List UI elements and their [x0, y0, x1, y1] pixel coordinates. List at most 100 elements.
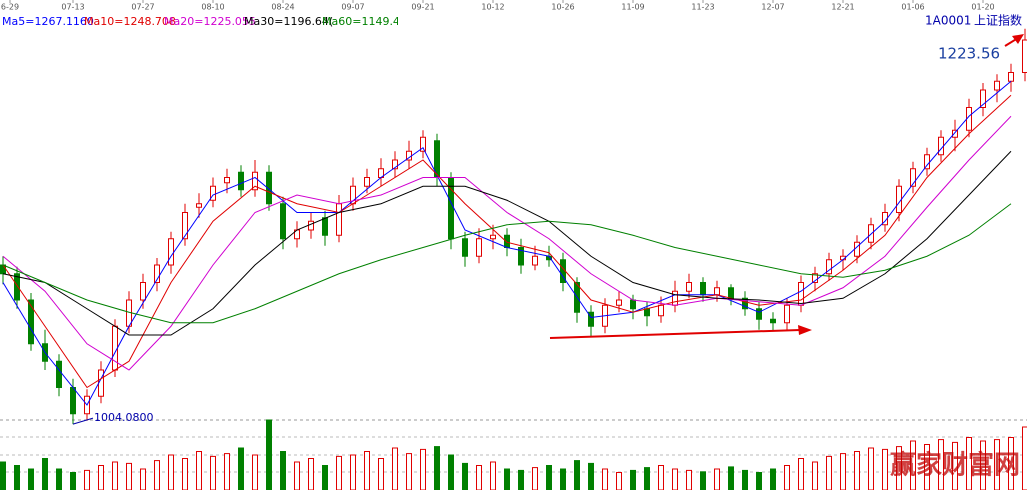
candle-body	[238, 171, 244, 191]
volume-bar	[196, 451, 202, 490]
volume-bar	[616, 472, 622, 490]
candle-body	[140, 282, 146, 301]
last-price: 1223.56	[938, 45, 1000, 63]
watermark: 赢家财富网	[890, 450, 1020, 481]
volume-bar	[728, 466, 734, 490]
volume-bar	[308, 458, 314, 490]
volume-bar	[168, 454, 174, 490]
volume-bar	[630, 469, 636, 490]
volume-bar	[350, 454, 356, 490]
ma-line	[2, 203, 1012, 324]
arrow-head	[1012, 34, 1024, 44]
volume-bar	[798, 458, 804, 490]
candle-body	[154, 264, 160, 283]
candle-body	[1008, 72, 1014, 82]
volume-bar	[364, 451, 370, 490]
x-tick-label: 01-20	[971, 3, 994, 12]
candle-body	[308, 220, 314, 231]
volume-bar	[490, 461, 496, 490]
candle-body	[210, 185, 216, 201]
volume-bar	[210, 455, 216, 490]
volume-bar	[756, 472, 762, 490]
legend-entry: Ma30=1196.64(	[244, 15, 333, 28]
candle-body	[616, 299, 622, 306]
legend: Ma5=1267.1160Ma10=1248.708Ma20=1225.055M…	[2, 15, 414, 28]
volume-bar	[966, 437, 972, 490]
volume-bar	[938, 439, 944, 490]
candle-body	[70, 387, 76, 415]
candle-body	[994, 80, 1000, 91]
volume-bar	[70, 472, 76, 490]
volume-bar	[392, 447, 398, 490]
volume-bar	[182, 458, 188, 490]
candle-body	[392, 159, 398, 170]
volume-bar	[224, 453, 230, 490]
x-tick-label: 07-13	[61, 3, 84, 12]
volume-bar	[294, 461, 300, 490]
candle-body	[476, 238, 482, 257]
x-tick-label: 12-21	[831, 3, 854, 12]
candle-body	[420, 136, 426, 152]
volume-bar	[910, 440, 916, 490]
x-tick-label: 12-07	[761, 3, 784, 12]
candle-body	[672, 290, 678, 306]
x-tick-label: 10-26	[551, 3, 574, 12]
candle-body	[252, 171, 258, 191]
volume-bar	[280, 451, 286, 490]
volume-bar	[1022, 426, 1027, 490]
x-tick-label: 11-09	[621, 3, 644, 12]
candle-body	[910, 168, 916, 187]
volume-bar	[994, 439, 1000, 490]
legend-entry: Ma5=1267.1160	[2, 15, 94, 28]
volume-bar	[770, 468, 776, 490]
volume-bar	[420, 448, 426, 490]
candle-body	[630, 299, 636, 310]
x-tick-label: 10-12	[481, 3, 504, 12]
ma-line	[2, 94, 1012, 389]
candle-body	[938, 136, 944, 156]
candle-body	[588, 311, 594, 327]
arrow-head	[798, 325, 812, 335]
ma-line	[2, 150, 1012, 336]
candle-body	[266, 171, 272, 205]
candle-body	[224, 177, 230, 184]
low-label: 1004.0800	[94, 411, 154, 424]
volume-bar	[924, 444, 930, 490]
volume-bar	[252, 454, 258, 490]
candle-body	[854, 241, 860, 257]
volume-bar	[406, 453, 412, 490]
candle-body	[280, 203, 286, 240]
ma-line	[2, 80, 1012, 406]
volume-bar	[840, 453, 846, 490]
volume-bar	[602, 468, 608, 490]
candle-body	[336, 203, 342, 236]
volume-bar	[140, 468, 146, 490]
candle-body	[56, 360, 62, 388]
candle-body	[98, 369, 104, 397]
x-tick-label: 09-07	[341, 3, 364, 12]
volume-bar	[462, 462, 468, 490]
candle-body	[364, 177, 370, 187]
legend-entry: Ma20=1225.055	[164, 15, 256, 28]
volume-bar	[658, 465, 664, 490]
candle-body	[14, 273, 20, 301]
volume-bar	[378, 458, 384, 490]
volume-bar	[784, 465, 790, 490]
candle-body	[504, 234, 510, 248]
candle-body	[826, 259, 832, 275]
candle-body	[28, 299, 34, 345]
candle-body	[686, 282, 692, 292]
symbol: 1A0001	[925, 14, 971, 28]
volume-bar	[336, 455, 342, 490]
volume-bar	[882, 448, 888, 490]
candle-body	[756, 308, 762, 320]
candle-body	[112, 325, 118, 371]
legend-entry: Ma60=1149.448	[322, 15, 414, 28]
candle-body	[728, 287, 734, 299]
x-tick-label: 11-23	[691, 3, 714, 12]
volume-bar	[112, 461, 118, 490]
candle-body	[812, 273, 818, 283]
volume-bar	[574, 460, 580, 490]
